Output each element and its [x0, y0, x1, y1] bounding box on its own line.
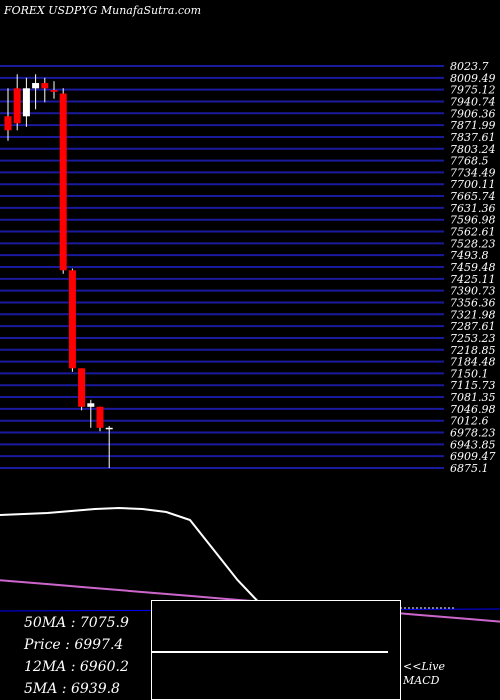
- price-axis-label: 7287.61: [450, 320, 496, 333]
- price-value: Price : 6997.4: [24, 637, 124, 653]
- price-axis-label: 7493.8: [450, 249, 489, 262]
- candle-down: [4, 116, 12, 131]
- price-axis-label: 7253.23: [450, 332, 496, 345]
- ma5-value: 5MA : 6939.8: [24, 681, 120, 697]
- price-axis-label: 7940.74: [450, 95, 496, 108]
- macd-label: MACD: [403, 674, 440, 687]
- candle-down: [41, 83, 49, 89]
- price-axis-label: 7115.73: [450, 379, 496, 392]
- price-axis-label: 8023.7: [450, 60, 489, 73]
- price-axis-label: 6909.47: [450, 450, 496, 463]
- candlesticks: [4, 74, 113, 469]
- price-axis-label: 7356.36: [450, 296, 496, 309]
- price-axis-label: 7975.12: [450, 84, 496, 97]
- price-axis-label: 7665.74: [450, 190, 496, 203]
- ma12-value: 12MA : 6960.2: [24, 659, 129, 675]
- candle-up: [87, 403, 95, 407]
- price-axis-label: 7046.98: [450, 403, 496, 416]
- candle-down: [50, 90, 58, 92]
- candle-down: [78, 368, 86, 407]
- price-axis-label: 6943.85: [450, 438, 496, 451]
- price-axis-label: 6875.1: [450, 462, 489, 475]
- macd-line: [152, 651, 388, 653]
- price-axis-label: 7596.98: [450, 214, 496, 227]
- price-axis-label: 7081.35: [450, 391, 496, 404]
- candle-down: [13, 88, 21, 124]
- price-axis-label: 8009.49: [450, 72, 496, 85]
- candle-down: [96, 406, 104, 428]
- price-axis-label: 7390.73: [450, 285, 496, 298]
- price-axis-label: 7459.48: [450, 261, 496, 274]
- candle-up: [32, 83, 40, 89]
- price-axis-label: 7871.99: [450, 119, 496, 132]
- price-axis-label: 7700.11: [450, 178, 496, 191]
- chart-title: FOREX USDPYG MunafaSutra.com: [4, 4, 202, 17]
- price-axis-label: 7321.98: [450, 308, 496, 321]
- price-axis-label: 7150.1: [450, 367, 489, 380]
- price-axis-label: 7631.36: [450, 202, 496, 215]
- price-axis-label: 7528.23: [450, 237, 496, 250]
- stats-panel: 50MA : 7075.9 Price : 6997.4 12MA : 6960…: [24, 612, 129, 700]
- price-axis-label: 7837.61: [450, 131, 496, 144]
- live-macd-label[interactable]: <<Live MACD: [403, 660, 445, 688]
- price-axis-label: 7425.11: [450, 273, 496, 286]
- price-axis-label: 6978.23: [450, 427, 496, 440]
- price-axis-label: 7768.5: [450, 155, 489, 168]
- live-label: <<Live: [403, 660, 445, 673]
- price-axis-label: 7734.49: [450, 166, 496, 179]
- macd-panel: [151, 600, 401, 700]
- price-axis-label: 7218.85: [450, 344, 496, 357]
- price-axis-label: 7803.24: [450, 143, 496, 156]
- candle-up: [105, 427, 113, 430]
- ma50-value: 50MA : 7075.9: [24, 615, 129, 631]
- price-axis-label: 7562.61: [450, 226, 496, 239]
- price-axis-labels: 8023.78009.497975.127940.747906.367871.9…: [450, 60, 496, 475]
- price-axis-label: 7906.36: [450, 107, 496, 120]
- candle-down: [68, 270, 76, 369]
- candle-up: [22, 88, 30, 117]
- candle-down: [59, 93, 67, 271]
- price-axis-label: 7012.6: [450, 415, 489, 428]
- price-axis-label: 7184.48: [450, 356, 496, 369]
